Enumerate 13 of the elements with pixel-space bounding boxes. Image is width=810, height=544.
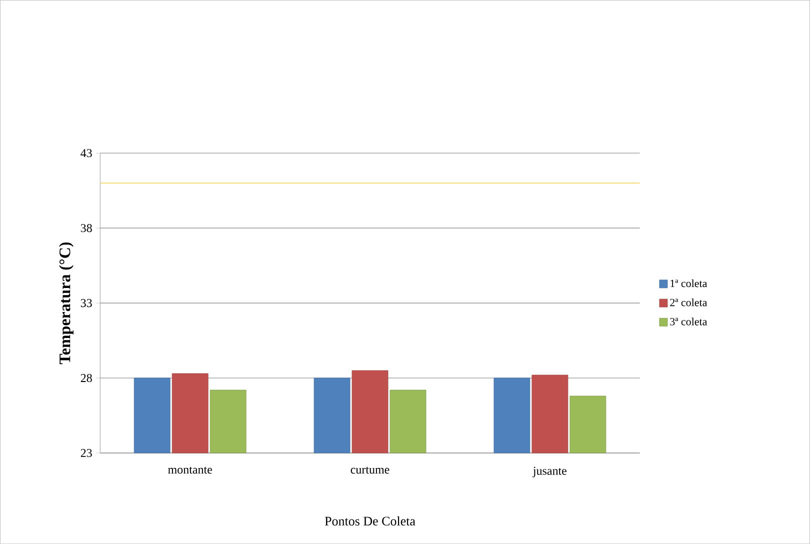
x-tick-label: montante — [168, 466, 212, 474]
x-tick-label: curtume — [350, 466, 390, 474]
y-axis-title: Temperatura (°C) — [59, 242, 74, 364]
y-tick-label: 38 — [80, 224, 92, 232]
y-tick-label: 23 — [80, 448, 92, 457]
x-axis-title: Pontos De Coleta — [324, 516, 416, 526]
legend-label: 2ª coleta — [670, 298, 708, 306]
y-tick-label: 33 — [80, 298, 92, 308]
legend-label: 3ª coleta — [670, 318, 708, 326]
x-tick-label: jusante — [532, 466, 567, 478]
y-tick-label: 43 — [80, 149, 92, 158]
y-tick-label: 28 — [80, 374, 92, 382]
legend-label: 1ª coleta — [670, 279, 708, 288]
